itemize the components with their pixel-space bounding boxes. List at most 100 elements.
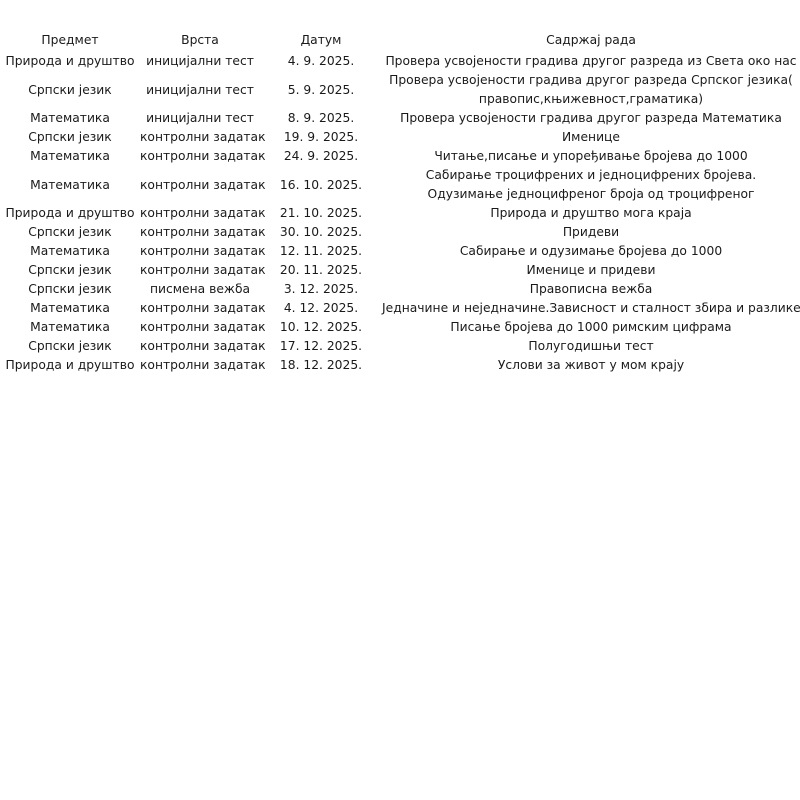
- cell-content: Услови за живот у мом крају: [382, 356, 800, 375]
- table-row: Математика контролни задатак 10. 12. 2025.…: [0, 318, 800, 337]
- cell-subject: Математика: [30, 149, 110, 163]
- cell-content: Именице и придеви: [382, 261, 800, 280]
- cell-content: Читање,писање и упоређивање бројева до 1…: [382, 147, 800, 166]
- cell-date: 4. 9. 2025.: [287, 54, 355, 68]
- cell-content: Полугодишњи тест: [382, 337, 800, 356]
- column-header-type: Врста: [181, 33, 219, 47]
- cell-subject: Српски језик: [28, 263, 112, 277]
- cell-subject: Математика: [30, 301, 110, 315]
- cell-subject: Природа и друштво: [5, 54, 135, 68]
- table-row: Српски језик иницијални тест 5. 9. 2025. Пр…: [0, 71, 800, 109]
- cell-subject: Математика: [30, 111, 110, 125]
- cell-type: контролни задатак: [140, 206, 266, 220]
- content-line: Именице: [561, 130, 620, 144]
- content-line: Провера усвојености градива другог разре…: [385, 54, 797, 68]
- table-row: Математика контролни задатак 16. 10. 2025.…: [0, 166, 800, 204]
- table-row: Српски језик писмена вежба 3. 12. 2025. Пра…: [0, 280, 800, 299]
- cell-type: писмена вежба: [149, 282, 251, 296]
- document-page: Предмет Врста Датум Садржај рада Природа…: [0, 0, 800, 375]
- table-body: Природа и друштво иницијални тест 4. 9. 20…: [0, 52, 800, 375]
- cell-type: контролни задатак: [140, 301, 266, 315]
- table-row: Српски језик контролни задатак 17. 12. 202…: [0, 337, 800, 356]
- cell-type: иницијални тест: [146, 111, 254, 125]
- cell-date: 12. 11. 2025.: [279, 244, 363, 258]
- cell-content: Провера усвојености градива другог разре…: [382, 52, 800, 71]
- cell-type: контролни задатак: [140, 358, 266, 372]
- cell-content: Именице: [382, 128, 800, 147]
- cell-content: Придеви: [382, 223, 800, 242]
- column-header-content: Садржај рада: [546, 33, 636, 47]
- cell-subject: Математика: [30, 244, 110, 258]
- cell-type: контролни задатак: [140, 177, 266, 192]
- content-line: Сабирање и одузимање бројева до 1000: [459, 244, 723, 258]
- cell-date: 4. 12. 2025.: [283, 301, 359, 315]
- cell-type: контролни задатак: [140, 149, 266, 163]
- content-line: Писање бројева до 1000 римским цифрама: [450, 320, 732, 334]
- cell-type: контролни задатак: [140, 320, 266, 334]
- cell-type: контролни задатак: [140, 339, 266, 353]
- table-row: Природа и друштво иницијални тест 4. 9. 20…: [0, 52, 800, 71]
- table-header: Предмет Врста Датум Садржај рада: [0, 30, 800, 52]
- cell-subject: Математика: [30, 177, 110, 192]
- cell-subject: Српски језик: [28, 82, 112, 97]
- cell-date: 16. 10. 2025.: [279, 177, 363, 192]
- content-line: Природа и друштво мога краја: [490, 206, 692, 220]
- cell-type: иницијални тест: [146, 54, 254, 68]
- cell-date: 8. 9. 2025.: [287, 111, 355, 125]
- content-line: Одузимање једноцифреног броја од троцифр…: [427, 187, 755, 201]
- cell-type: иницијални тест: [146, 82, 254, 97]
- table-header-row: Предмет Врста Датум Садржај рада: [0, 30, 800, 52]
- cell-type: контролни задатак: [140, 244, 266, 258]
- cell-content: Сабирање троцифрених и једноцифрених бро…: [382, 166, 800, 204]
- cell-content: Писање бројева до 1000 римским цифрама: [382, 318, 800, 337]
- cell-date: 24. 9. 2025.: [283, 149, 359, 163]
- cell-date: 20. 11. 2025.: [279, 263, 363, 277]
- cell-content: Природа и друштво мога краја: [382, 204, 800, 223]
- cell-date: 21. 10. 2025.: [279, 206, 363, 220]
- table-row: Српски језик контролни задатак 19. 9. 2025…: [0, 128, 800, 147]
- table-row: Математика контролни задатак 24. 9. 2025. Ч…: [0, 147, 800, 166]
- content-line: правопис,књижевност,граматика): [478, 92, 704, 106]
- cell-content: Провера усвојености градива другог разре…: [382, 109, 800, 128]
- cell-type: контролни задатак: [140, 130, 266, 144]
- content-line: Услови за живот у мом крају: [497, 358, 685, 372]
- cell-date: 19. 9. 2025.: [283, 130, 359, 144]
- table-row: Природа и друштво контролни задатак 21. 10…: [0, 204, 800, 223]
- column-header-subject: Предмет: [41, 33, 99, 47]
- cell-subject: Српски језик: [28, 225, 112, 239]
- cell-date: 5. 9. 2025.: [287, 82, 355, 97]
- table-row: Српски језик контролни задатак 20. 11. 202…: [0, 261, 800, 280]
- cell-content: Правописна вежба: [382, 280, 800, 299]
- content-line: Правописна вежба: [529, 282, 653, 296]
- content-line: Читање,писање и упоређивање бројева до 1…: [434, 149, 748, 163]
- cell-content: Сабирање и одузимање бројева до 1000: [382, 242, 800, 261]
- content-line: Провера усвојености градива другог разре…: [389, 73, 793, 87]
- cell-subject: Српски језик: [28, 339, 112, 353]
- cell-subject: Српски језик: [28, 130, 112, 144]
- cell-content: Провера усвојености градива другог разре…: [382, 71, 800, 109]
- cell-subject: Природа и друштво: [5, 206, 135, 220]
- column-header-date: Датум: [300, 33, 342, 47]
- assessment-plan-table: Предмет Врста Датум Садржај рада Природа…: [0, 30, 800, 375]
- cell-date: 10. 12. 2025.: [279, 320, 363, 334]
- cell-type: контролни задатак: [140, 263, 266, 277]
- content-line: Полугодишњи тест: [528, 339, 654, 353]
- cell-date: 18. 12. 2025.: [279, 358, 363, 372]
- content-line: Једначине и неједначине.Зависност и стал…: [382, 301, 800, 315]
- table-row: Природа и друштво контролни задатак 18. 12…: [0, 356, 800, 375]
- cell-date: 30. 10. 2025.: [279, 225, 363, 239]
- table-row: Математика контролни задатак 4. 12. 2025. Ј…: [0, 299, 800, 318]
- cell-subject: Математика: [30, 320, 110, 334]
- cell-date: 17. 12. 2025.: [279, 339, 363, 353]
- cell-content: Једначине и неједначине.Зависност и стал…: [382, 299, 800, 318]
- table-row: Српски језик контролни задатак 30. 10. 202…: [0, 223, 800, 242]
- cell-subject: Природа и друштво: [5, 358, 135, 372]
- table-row: Математика контролни задатак 12. 11. 2025.…: [0, 242, 800, 261]
- content-line: Придеви: [562, 225, 620, 239]
- cell-subject: Српски језик: [28, 282, 112, 296]
- content-line: Именице и придеви: [526, 263, 656, 277]
- cell-type: контролни задатак: [140, 225, 266, 239]
- content-line: Провера усвојености градива другог разре…: [400, 111, 782, 125]
- cell-date: 3. 12. 2025.: [283, 282, 359, 296]
- content-line: Сабирање троцифрених и једноцифрених бро…: [425, 168, 757, 182]
